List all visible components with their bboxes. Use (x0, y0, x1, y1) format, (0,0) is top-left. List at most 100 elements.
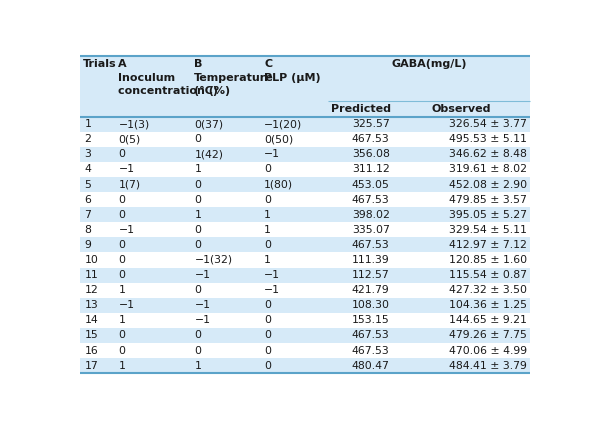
Bar (80, 343, 530, 358)
Bar (80, 132, 530, 147)
Text: 0: 0 (194, 330, 201, 341)
Text: −1(20): −1(20) (264, 119, 302, 129)
Text: 479.26 ± 7.75: 479.26 ± 7.75 (449, 330, 527, 341)
Text: −1: −1 (194, 315, 210, 326)
Text: 412.97 ± 7.12: 412.97 ± 7.12 (449, 240, 527, 250)
Text: A: A (118, 59, 127, 69)
Text: 0(5): 0(5) (118, 134, 141, 144)
Text: 0: 0 (264, 164, 271, 175)
Text: 153.15: 153.15 (352, 315, 390, 326)
Text: 12: 12 (84, 285, 98, 295)
Text: 17: 17 (84, 361, 98, 371)
Text: 467.53: 467.53 (352, 134, 390, 144)
Bar (80, 177, 530, 192)
Text: 115.54 ± 0.87: 115.54 ± 0.87 (449, 270, 527, 280)
Text: 2: 2 (84, 134, 91, 144)
Text: 0: 0 (264, 195, 271, 205)
Text: 0: 0 (194, 285, 201, 295)
Text: 0: 0 (118, 270, 125, 280)
Text: 1: 1 (264, 225, 271, 235)
Text: 9: 9 (84, 240, 91, 250)
Text: (°C): (°C) (194, 86, 219, 96)
Text: −1: −1 (264, 149, 280, 160)
Text: 108.30: 108.30 (352, 300, 390, 310)
Text: −1: −1 (194, 270, 210, 280)
Text: Inoculum: Inoculum (118, 73, 176, 83)
Text: −1(3): −1(3) (118, 119, 150, 129)
Text: 0: 0 (194, 179, 201, 190)
Text: 335.07: 335.07 (352, 225, 390, 235)
Bar (80, 313, 530, 328)
Text: 1: 1 (264, 210, 271, 220)
Text: Trials: Trials (83, 59, 116, 69)
Text: 453.05: 453.05 (352, 179, 390, 190)
Text: 1: 1 (194, 164, 201, 175)
Text: 0: 0 (264, 361, 271, 371)
Text: 111.39: 111.39 (352, 255, 390, 265)
Text: 144.65 ± 9.21: 144.65 ± 9.21 (449, 315, 527, 326)
Text: Observed: Observed (432, 104, 491, 114)
Text: 4: 4 (84, 164, 91, 175)
Text: 427.32 ± 3.50: 427.32 ± 3.50 (449, 285, 527, 295)
Text: 395.05 ± 5.27: 395.05 ± 5.27 (449, 210, 527, 220)
Text: 0: 0 (118, 210, 125, 220)
Text: 0: 0 (194, 240, 201, 250)
Text: 1: 1 (84, 119, 91, 129)
Text: 356.08: 356.08 (352, 149, 390, 160)
Text: 0: 0 (118, 346, 125, 356)
Text: 10: 10 (84, 255, 98, 265)
Bar (80, 56, 530, 117)
Text: 104.36 ± 1.25: 104.36 ± 1.25 (449, 300, 527, 310)
Bar (80, 283, 530, 298)
Text: 0: 0 (264, 315, 271, 326)
Bar (80, 222, 530, 237)
Text: 1: 1 (118, 361, 125, 371)
Text: 0: 0 (264, 330, 271, 341)
Text: 329.54 ± 5.11: 329.54 ± 5.11 (449, 225, 527, 235)
Text: −1: −1 (194, 300, 210, 310)
Text: 13: 13 (84, 300, 98, 310)
Text: 495.53 ± 5.11: 495.53 ± 5.11 (449, 134, 527, 144)
Text: 14: 14 (84, 315, 98, 326)
Text: 0: 0 (264, 240, 271, 250)
Text: 1: 1 (118, 315, 125, 326)
Bar (80, 237, 530, 252)
Text: −1: −1 (264, 270, 280, 280)
Text: 7: 7 (84, 210, 91, 220)
Text: Temperature: Temperature (194, 73, 274, 83)
Text: 326.54 ± 3.77: 326.54 ± 3.77 (449, 119, 527, 129)
Text: −1: −1 (118, 164, 134, 175)
Text: 11: 11 (84, 270, 98, 280)
Bar (80, 328, 530, 343)
Text: 311.12: 311.12 (352, 164, 390, 175)
Text: GABA(mg/L): GABA(mg/L) (391, 59, 467, 69)
Bar (80, 147, 530, 162)
Text: 1(42): 1(42) (194, 149, 223, 160)
Text: 325.57: 325.57 (352, 119, 390, 129)
Bar (80, 207, 530, 222)
Text: 0: 0 (194, 346, 201, 356)
Text: 0(37): 0(37) (194, 119, 223, 129)
Text: 0: 0 (118, 240, 125, 250)
Text: 470.06 ± 4.99: 470.06 ± 4.99 (448, 346, 527, 356)
Text: −1: −1 (118, 300, 134, 310)
Text: 467.53: 467.53 (352, 330, 390, 341)
Bar (80, 358, 530, 373)
Text: 0(50): 0(50) (264, 134, 293, 144)
Text: 120.85 ± 1.60: 120.85 ± 1.60 (448, 255, 527, 265)
Text: 1: 1 (194, 361, 201, 371)
Text: 0: 0 (194, 195, 201, 205)
Text: 452.08 ± 2.90: 452.08 ± 2.90 (448, 179, 527, 190)
Text: −1(32): −1(32) (194, 255, 232, 265)
Text: 1: 1 (264, 255, 271, 265)
Text: −1: −1 (264, 285, 280, 295)
Text: 398.02: 398.02 (352, 210, 390, 220)
Text: 0: 0 (118, 149, 125, 160)
Text: 0: 0 (264, 300, 271, 310)
Text: concentration (%): concentration (%) (118, 86, 230, 96)
Text: 0: 0 (118, 255, 125, 265)
Text: B: B (194, 59, 203, 69)
Text: 3: 3 (84, 149, 91, 160)
Bar (80, 162, 530, 177)
Text: 8: 8 (84, 225, 91, 235)
